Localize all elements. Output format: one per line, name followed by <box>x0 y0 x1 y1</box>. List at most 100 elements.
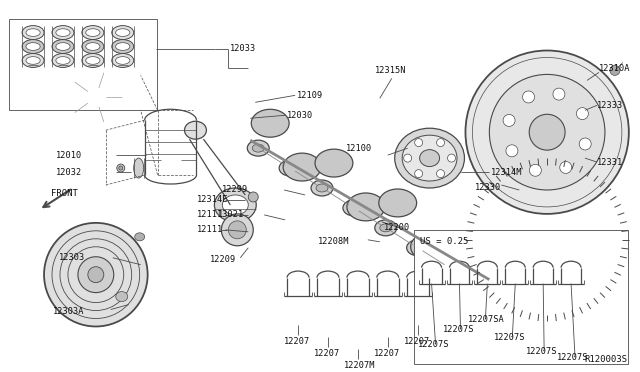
Ellipse shape <box>112 54 134 67</box>
Ellipse shape <box>311 180 333 196</box>
Ellipse shape <box>86 43 100 50</box>
Ellipse shape <box>184 121 207 139</box>
Text: 12314E: 12314E <box>196 195 228 205</box>
Text: R120003S: R120003S <box>584 355 627 364</box>
Ellipse shape <box>82 54 104 67</box>
Ellipse shape <box>283 153 321 181</box>
Text: 12314M: 12314M <box>492 167 523 177</box>
Circle shape <box>560 161 572 173</box>
Ellipse shape <box>347 193 385 221</box>
Text: 12010: 12010 <box>56 151 82 160</box>
Text: 12207M: 12207M <box>344 361 376 370</box>
Text: 12033: 12033 <box>230 44 257 53</box>
Ellipse shape <box>402 135 457 181</box>
Ellipse shape <box>119 166 123 170</box>
Ellipse shape <box>26 29 40 36</box>
Ellipse shape <box>316 184 328 192</box>
Circle shape <box>553 88 565 100</box>
Ellipse shape <box>86 29 100 36</box>
Ellipse shape <box>375 220 397 236</box>
Ellipse shape <box>112 39 134 54</box>
Text: 12207: 12207 <box>284 337 310 346</box>
Text: 12208M: 12208M <box>318 237 349 246</box>
Bar <box>413 230 628 364</box>
Circle shape <box>465 51 629 214</box>
Ellipse shape <box>222 195 248 215</box>
Ellipse shape <box>247 140 269 156</box>
Text: 12330: 12330 <box>476 183 502 192</box>
Ellipse shape <box>438 260 460 276</box>
Ellipse shape <box>116 43 130 50</box>
Circle shape <box>506 145 518 157</box>
Text: 12207: 12207 <box>314 349 340 358</box>
Ellipse shape <box>116 57 130 64</box>
Circle shape <box>415 170 422 177</box>
Ellipse shape <box>315 149 353 177</box>
Text: 12207: 12207 <box>404 337 430 346</box>
Text: US = 0.25: US = 0.25 <box>420 237 468 246</box>
Text: 12315N: 12315N <box>375 66 406 75</box>
Ellipse shape <box>284 164 296 172</box>
Text: 12207: 12207 <box>374 349 400 358</box>
Ellipse shape <box>348 204 360 212</box>
Circle shape <box>529 114 565 150</box>
Circle shape <box>404 154 412 162</box>
Ellipse shape <box>279 160 301 176</box>
Text: 12299: 12299 <box>222 186 248 195</box>
Ellipse shape <box>52 26 74 39</box>
Circle shape <box>577 108 588 119</box>
Circle shape <box>415 139 422 147</box>
Circle shape <box>579 138 591 150</box>
Text: 12200: 12200 <box>384 223 410 232</box>
Circle shape <box>529 164 541 176</box>
Ellipse shape <box>134 233 145 241</box>
Ellipse shape <box>22 39 44 54</box>
Text: 12100: 12100 <box>346 144 372 153</box>
Ellipse shape <box>420 150 440 167</box>
Ellipse shape <box>252 144 264 152</box>
Ellipse shape <box>82 39 104 54</box>
Ellipse shape <box>116 29 130 36</box>
Text: 12032: 12032 <box>56 167 82 177</box>
Ellipse shape <box>343 200 365 216</box>
Text: 12111: 12111 <box>196 211 223 219</box>
Text: 12030: 12030 <box>287 111 314 120</box>
Ellipse shape <box>52 39 74 54</box>
Ellipse shape <box>412 244 424 252</box>
Ellipse shape <box>116 164 125 172</box>
Ellipse shape <box>56 29 70 36</box>
Ellipse shape <box>56 43 70 50</box>
Ellipse shape <box>52 54 74 67</box>
Circle shape <box>503 115 515 126</box>
Circle shape <box>436 139 445 147</box>
Ellipse shape <box>22 54 44 67</box>
Text: 12207SA: 12207SA <box>467 315 504 324</box>
Bar <box>9 19 157 110</box>
Text: 12109: 12109 <box>297 91 323 100</box>
Text: 12207S: 12207S <box>557 353 589 362</box>
Ellipse shape <box>26 43 40 50</box>
Ellipse shape <box>82 26 104 39</box>
Text: 12310A: 12310A <box>599 64 630 73</box>
Circle shape <box>228 221 246 239</box>
Circle shape <box>44 223 148 327</box>
Text: 12207S: 12207S <box>418 340 449 349</box>
Ellipse shape <box>112 26 134 39</box>
Circle shape <box>88 267 104 283</box>
Ellipse shape <box>379 189 417 217</box>
Ellipse shape <box>380 224 392 232</box>
Text: 12333: 12333 <box>597 101 623 110</box>
Ellipse shape <box>406 240 429 256</box>
Ellipse shape <box>444 264 456 272</box>
Text: 12207S: 12207S <box>442 325 474 334</box>
Ellipse shape <box>22 26 44 39</box>
Ellipse shape <box>86 57 100 64</box>
Ellipse shape <box>56 57 70 64</box>
Circle shape <box>436 170 445 177</box>
Ellipse shape <box>252 109 289 137</box>
Text: 12303: 12303 <box>59 253 85 262</box>
Circle shape <box>221 214 253 246</box>
Ellipse shape <box>411 233 449 261</box>
Ellipse shape <box>395 128 465 188</box>
Circle shape <box>490 74 605 190</box>
